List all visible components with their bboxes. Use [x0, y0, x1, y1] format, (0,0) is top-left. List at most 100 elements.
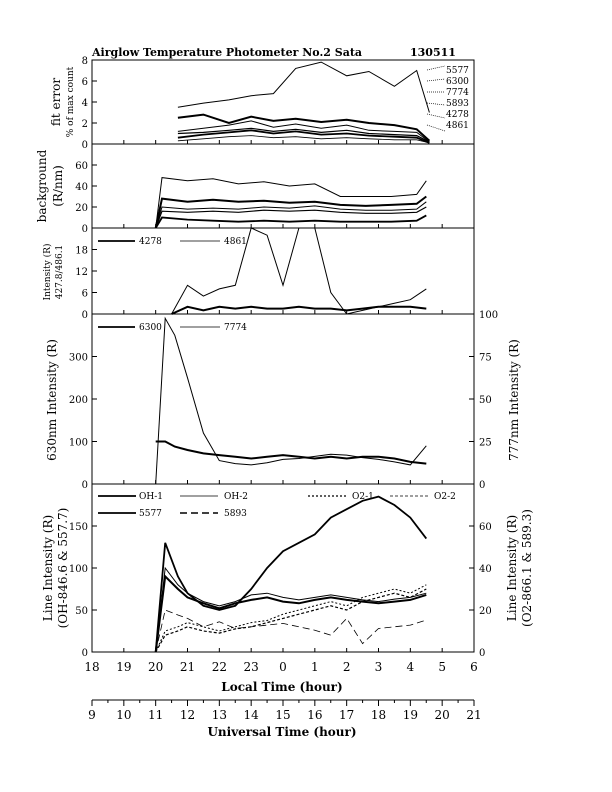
ut-tick-label: 11 — [148, 708, 163, 722]
line-intensity-ylabel-right2: (O2-866.1 & 589.3) — [520, 509, 534, 627]
ytick-label: 0 — [82, 310, 88, 321]
ut-tick-label: 9 — [88, 708, 96, 722]
background-ylabel: background — [35, 149, 49, 222]
series-line — [154, 495, 428, 653]
series-line — [154, 574, 427, 653]
ytick-label: 18 — [75, 246, 88, 257]
series-line — [155, 609, 427, 653]
series-line — [177, 61, 430, 113]
ytick-right-label: 0 — [479, 648, 485, 659]
ytick-label: 0 — [82, 140, 88, 151]
panel-line-intensity: Line Intensity (R) (OH-846.6 & 557.7) Li… — [41, 483, 534, 659]
777-ylabel: 777nm Intensity (R) — [507, 339, 521, 461]
ytick-label: 40 — [75, 182, 88, 193]
legend-label: OH-1 — [139, 492, 163, 502]
ytick-label: 6 — [82, 77, 88, 88]
ytick-label: 6 — [82, 289, 88, 300]
local-tick-label: 21 — [180, 660, 195, 674]
ytick-right-label: 100 — [479, 310, 498, 321]
intensity-427-ylabel2: 427.8/486.1 — [55, 245, 65, 300]
ytick-label: 150 — [69, 522, 88, 533]
background-ylabel2: (R/nm) — [51, 165, 65, 207]
local-tick-label: 23 — [244, 660, 259, 674]
legend-label: 7774 — [446, 88, 469, 98]
legend-label: O2-2 — [434, 492, 456, 502]
ytick-label: 100 — [69, 564, 88, 575]
ut-tick-label: 21 — [466, 708, 481, 722]
series-line — [177, 120, 430, 143]
local-tick-label: 22 — [212, 660, 227, 674]
ytick-label: 60 — [75, 161, 88, 172]
ut-tick-label: 16 — [307, 708, 322, 722]
legend-label: 5577 — [139, 509, 162, 519]
legend-label: 5893 — [446, 99, 469, 109]
630-777-plot: 0 100 200 300 0 25 50 75 100 6300 7774 — [69, 310, 498, 491]
ytick-label: 20 — [75, 203, 88, 214]
series-line — [171, 305, 427, 315]
ut-tick-label: 15 — [275, 708, 290, 722]
local-tick-label: 19 — [116, 660, 131, 674]
ytick-right-label: 25 — [479, 438, 492, 449]
ytick-label: 300 — [69, 353, 88, 364]
legend-label: O2-1 — [352, 492, 374, 502]
series-line — [177, 113, 431, 142]
panel-fit-error: fit error % of max count 0 2 4 6 8 5577630077… — [49, 56, 475, 151]
local-tick-label: 0 — [279, 660, 287, 674]
ytick-label: 2 — [82, 119, 88, 130]
local-time-label: Local Time (hour) — [221, 680, 342, 694]
series-line — [155, 206, 427, 229]
legend-label: 4278 — [446, 110, 469, 120]
legend-label: 6300 — [139, 323, 162, 333]
line-intensity-ylabel: Line Intensity (R) — [41, 515, 55, 621]
ytick-right-label: 75 — [479, 353, 492, 364]
intensity-427-ylabel: Intensity (R) — [42, 244, 53, 301]
series-line — [177, 127, 430, 143]
panel-630-777: 630nm Intensity (R) 777nm Intensity (R) … — [45, 310, 521, 491]
line-intensity-plot: 0 50 100 150 0 20 40 60 OH-1 OH-2 O2-1 O2-2 5577 5893 — [69, 492, 492, 659]
local-tick-label: 2 — [343, 660, 351, 674]
ytick-right-label: 40 — [479, 564, 492, 575]
local-time-axis: 18 19 20 21 22 23 0 1 2 3 4 5 6 — [84, 660, 477, 674]
ytick-right-label: 20 — [479, 606, 492, 617]
series-line — [177, 135, 430, 144]
local-tick-label: 5 — [438, 660, 446, 674]
legend-label: 6300 — [446, 77, 469, 87]
ytick-label: 50 — [75, 606, 88, 617]
legend-label: 4278 — [139, 237, 162, 247]
local-tick-label: 3 — [375, 660, 383, 674]
legend-label: 4861 — [446, 121, 469, 131]
line-intensity-ylabel-right: Line Intensity (R) — [505, 515, 519, 621]
ytick-right-label: 0 — [479, 480, 485, 491]
ut-tick-label: 13 — [212, 708, 227, 722]
ut-tick-label: 12 — [180, 708, 195, 722]
series-line — [155, 584, 427, 653]
local-tick-label: 18 — [84, 660, 99, 674]
ytick-label: 200 — [69, 395, 88, 406]
local-tick-label: 20 — [148, 660, 163, 674]
legend-label: 5577 — [446, 66, 469, 76]
local-tick-label: 1 — [311, 660, 319, 674]
legend-label: OH-2 — [224, 492, 248, 502]
ytick-label: 0 — [82, 648, 88, 659]
ytick-right-label: 50 — [479, 395, 492, 406]
figure-date: 130511 — [410, 46, 456, 59]
ut-tick-label: 17 — [339, 708, 354, 722]
line-intensity-ylabel2: (OH-846.6 & 557.7) — [56, 508, 70, 629]
series-line — [155, 440, 427, 465]
ytick-right-label: 60 — [479, 522, 492, 533]
series-line — [177, 129, 430, 144]
background-plot: 0 20 40 60 — [75, 161, 475, 235]
universal-time-axis: 9 10 11 12 13 14 15 16 17 18 19 20 21 — [88, 700, 482, 722]
ytick-label: 12 — [75, 267, 88, 278]
630-ylabel: 630nm Intensity (R) — [45, 339, 59, 461]
series-line — [171, 227, 427, 315]
ut-tick-label: 19 — [403, 708, 418, 722]
series-line — [155, 177, 427, 229]
ytick-label: 100 — [69, 438, 88, 449]
series-line — [155, 588, 427, 653]
intensity-427-plot: 0 6 12 18 4278 4861 — [75, 227, 475, 321]
fit-error-ylabel: fit error — [49, 78, 63, 126]
series-line — [154, 195, 427, 229]
